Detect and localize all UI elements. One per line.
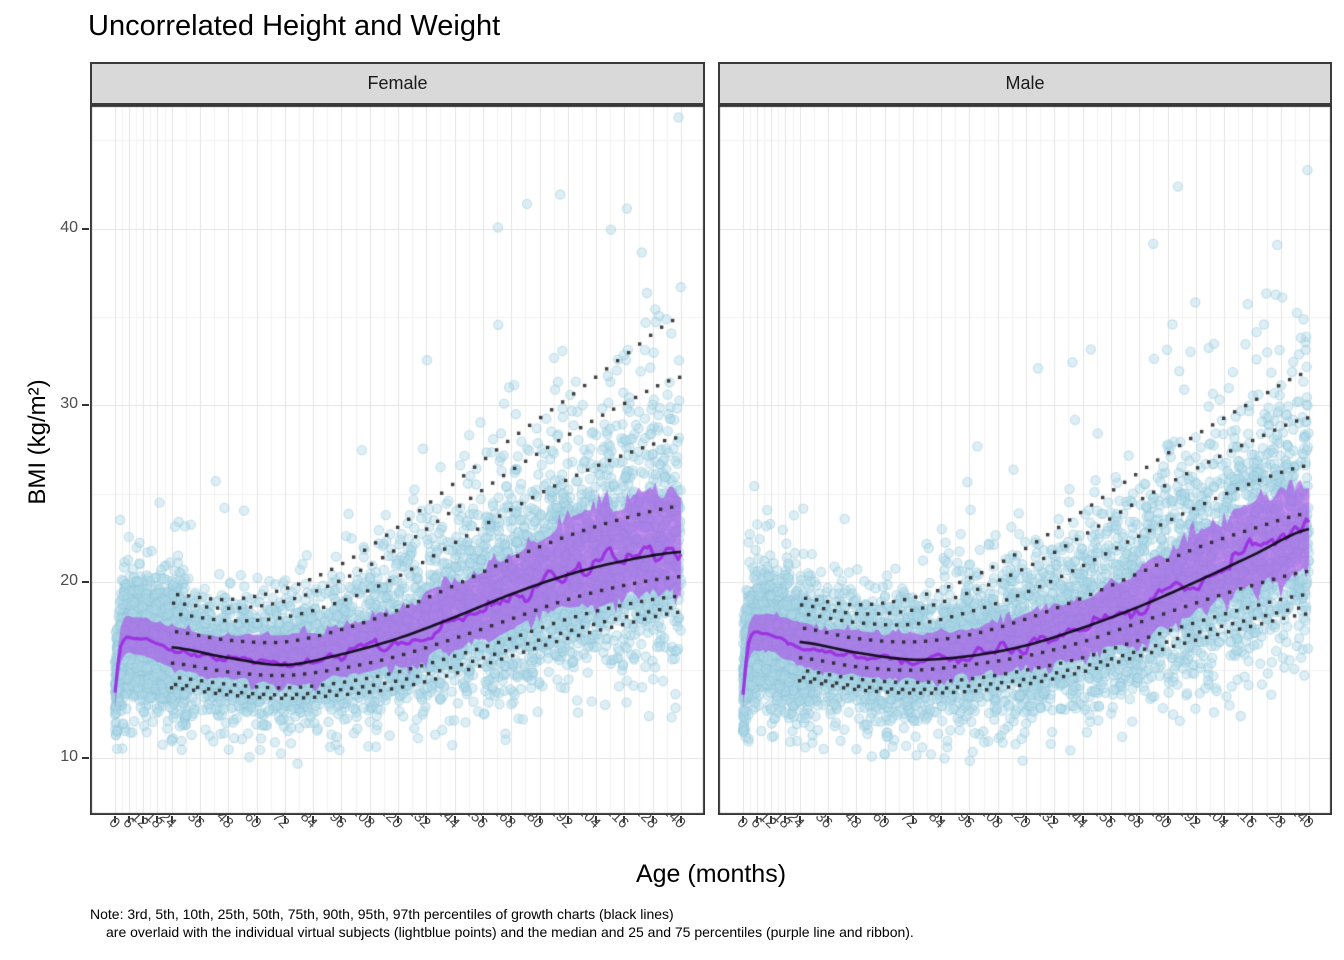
x-tick-mark <box>680 816 682 823</box>
chart-title: Uncorrelated Height and Weight <box>88 10 501 42</box>
y-tick-label: 30 <box>60 395 78 413</box>
x-tick-mark <box>397 816 399 823</box>
x-tick-mark <box>784 816 787 823</box>
y-tick-mark <box>82 227 89 230</box>
x-tick-mark <box>595 816 598 823</box>
x-tick-mark <box>425 816 428 823</box>
facet-strip-male: Male <box>718 62 1332 105</box>
y-tick-mark <box>82 404 89 407</box>
x-tick-mark <box>198 816 201 823</box>
x-tick-mark <box>756 816 759 823</box>
facet-label: Male <box>1005 73 1045 93</box>
panel-female <box>90 105 705 820</box>
x-tick-mark <box>1138 816 1141 823</box>
x-tick-mark <box>798 816 801 823</box>
note-line-1: Note: 3rd, 5th, 10th, 25th, 50th, 75th, … <box>90 906 674 922</box>
x-tick-mark <box>968 816 971 823</box>
x-tick-mark <box>1109 816 1112 823</box>
panel-canvas-male <box>718 105 1332 815</box>
x-tick-mark <box>1279 816 1282 823</box>
y-tick-mark <box>82 580 89 583</box>
facet-strip-female: Female <box>90 62 705 105</box>
x-tick-mark <box>312 816 315 823</box>
x-tick-mark <box>1025 816 1027 823</box>
panel-canvas-female <box>90 105 705 815</box>
x-tick-mark <box>340 816 343 823</box>
x-tick-mark <box>1053 816 1056 823</box>
x-tick-mark <box>1194 816 1197 823</box>
y-tick-label: 40 <box>60 218 78 236</box>
x-tick-mark <box>1308 816 1310 823</box>
x-tick-mark <box>114 816 116 823</box>
x-tick-mark <box>742 816 744 823</box>
x-tick-mark <box>855 816 858 823</box>
x-tick-mark <box>911 816 914 823</box>
x-tick-mark <box>1251 816 1254 823</box>
x-tick-mark <box>481 816 484 823</box>
x-tick-mark <box>1166 816 1169 823</box>
y-tick-mark <box>82 757 89 760</box>
x-tick-mark <box>368 816 371 823</box>
x-tick-mark <box>227 816 230 823</box>
x-tick-mark <box>1223 816 1226 823</box>
note-line-2: are overlaid with the individual virtual… <box>106 924 914 940</box>
x-tick-mark <box>538 816 541 823</box>
x-tick-mark <box>566 816 569 823</box>
x-tick-mark <box>510 816 513 823</box>
x-tick-mark <box>156 816 159 823</box>
x-tick-mark <box>996 816 999 823</box>
x-tick-mark <box>651 816 654 823</box>
x-tick-mark <box>128 816 131 823</box>
y-tick-label: 10 <box>60 748 78 766</box>
x-tick-mark <box>142 816 145 823</box>
x-tick-mark <box>453 816 456 823</box>
x-tick-mark <box>826 816 829 823</box>
x-tick-mark <box>283 816 286 823</box>
x-tick-mark <box>623 816 626 823</box>
x-tick-mark <box>940 816 943 823</box>
x-tick-mark <box>170 816 173 823</box>
x-tick-mark <box>1081 816 1084 823</box>
x-axis-title: Age (months) <box>635 860 787 888</box>
facet-label: Female <box>367 73 428 93</box>
y-tick-label: 20 <box>60 571 78 589</box>
x-tick-mark <box>883 816 886 823</box>
panel-male <box>718 105 1332 820</box>
x-tick-mark <box>255 816 258 823</box>
x-tick-mark <box>770 816 773 823</box>
figure-note: Note: 3rd, 5th, 10th, 25th, 50th, 75th, … <box>90 905 914 941</box>
y-axis-title: BMI (kg/m²) <box>24 379 51 505</box>
